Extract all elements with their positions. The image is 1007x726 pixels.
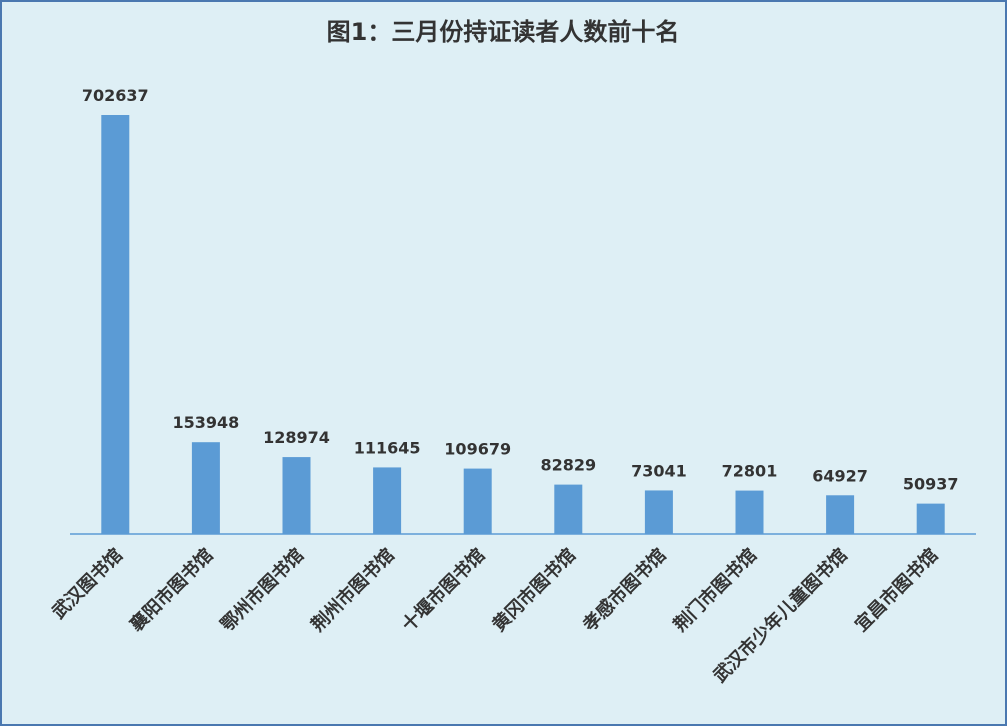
bar (644, 490, 673, 534)
value-label: 702637 (82, 86, 149, 105)
value-label: 73041 (631, 461, 687, 480)
value-label: 72801 (722, 462, 778, 481)
chart-title: 图1：三月份持证读者人数前十名 (327, 18, 680, 46)
bar (826, 495, 855, 534)
bar (735, 490, 764, 534)
bar (554, 484, 583, 534)
value-label: 109679 (444, 440, 511, 459)
bar (463, 468, 492, 534)
bar (373, 467, 402, 534)
value-label: 82829 (540, 456, 596, 475)
value-label: 153948 (173, 413, 240, 432)
value-label: 111645 (354, 438, 421, 457)
bar (191, 442, 220, 534)
value-label: 50937 (903, 475, 959, 494)
bar (916, 503, 945, 534)
value-label: 128974 (263, 428, 330, 447)
bar (282, 457, 311, 534)
value-label: 64927 (812, 466, 868, 485)
bar (101, 115, 130, 534)
